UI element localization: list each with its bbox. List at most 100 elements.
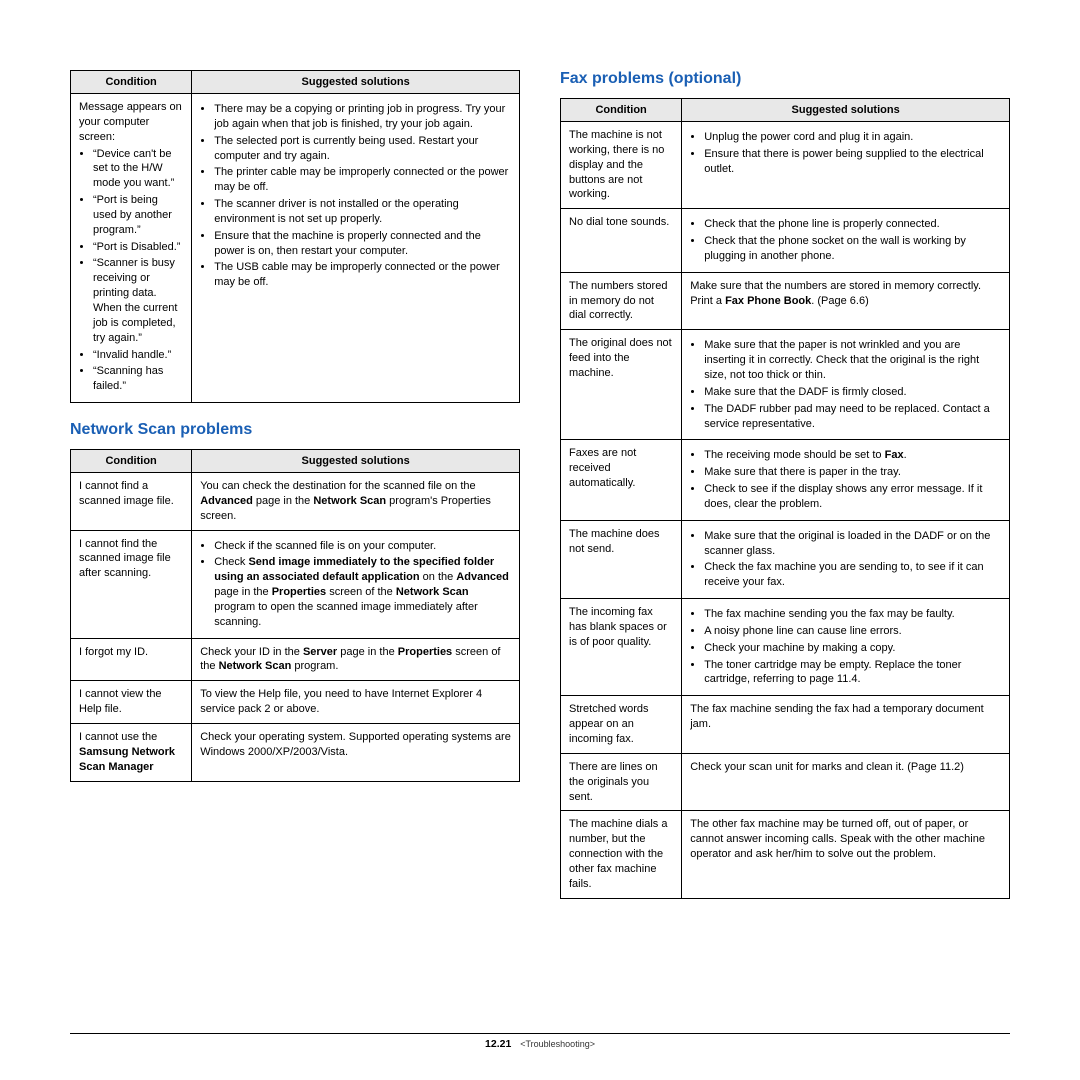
cond-bullets: “Device can't be set to the H/W mode you… xyxy=(79,147,183,395)
condition-cell: The machine dials a number, but the conn… xyxy=(561,811,682,898)
list-item: “Scanner is busy receiving or printing d… xyxy=(93,256,183,345)
col-header-solutions: Suggested solutions xyxy=(192,71,520,94)
fax-problems-table: Condition Suggested solutions The machin… xyxy=(560,98,1010,899)
solution-cell: Make sure that the original is loaded in… xyxy=(682,520,1010,598)
scan-messages-table: Condition Suggested solutions Message ap… xyxy=(70,70,520,403)
list-item: There may be a copying or printing job i… xyxy=(214,102,511,132)
list-item: Make sure that there is paper in the tra… xyxy=(704,465,1001,480)
condition-cell: I cannot use the Samsung Network Scan Ma… xyxy=(71,724,192,782)
condition-cell: I cannot find a scanned image file. xyxy=(71,473,192,531)
solution-cell: Check if the scanned file is on your com… xyxy=(192,530,520,638)
sol-bullets: Make sure that the original is loaded in… xyxy=(690,529,1001,590)
solution-cell: The fax machine sending the fax had a te… xyxy=(682,696,1010,754)
sol-bullets: Check that the phone line is properly co… xyxy=(690,217,1001,264)
list-item: The printer cable may be improperly conn… xyxy=(214,165,511,195)
col-header-condition: Condition xyxy=(561,99,682,122)
condition-cell: Stretched words appear on an incoming fa… xyxy=(561,696,682,754)
list-item: The USB cable may be improperly connecte… xyxy=(214,260,511,290)
list-item: The receiving mode should be set to Fax. xyxy=(704,448,1001,463)
solution-cell: Make sure that the paper is not wrinkled… xyxy=(682,330,1010,440)
list-item: The fax machine sending you the fax may … xyxy=(704,607,1001,622)
solution-cell: Check your operating system. Supported o… xyxy=(192,724,520,782)
solution-cell: Check that the phone line is properly co… xyxy=(682,209,1010,273)
fax-problems-heading: Fax problems (optional) xyxy=(560,70,1010,88)
sol-bullets: Make sure that the paper is not wrinkled… xyxy=(690,338,1001,431)
page-number: 12.21 xyxy=(485,1038,511,1050)
list-item: “Invalid handle.” xyxy=(93,348,183,363)
list-item: Make sure that the paper is not wrinkled… xyxy=(704,338,1001,383)
table-row: Faxes are not received automatically.The… xyxy=(561,440,1010,520)
solution-cell: The fax machine sending you the fax may … xyxy=(682,599,1010,696)
condition-cell: The incoming fax has blank spaces or is … xyxy=(561,599,682,696)
table-row: I forgot my ID.Check your ID in the Serv… xyxy=(71,638,520,681)
table-row: I cannot find the scanned image file aft… xyxy=(71,530,520,638)
table-row: I cannot find a scanned image file.You c… xyxy=(71,473,520,531)
list-item: Check to see if the display shows any er… xyxy=(704,482,1001,512)
table-row: No dial tone sounds. Check that the phone… xyxy=(561,209,1010,273)
page-footer: 12.21 <Troubleshooting> xyxy=(70,1033,1010,1050)
list-item: “Port is being used by another program.” xyxy=(93,193,183,238)
solution-cell: Make sure that the numbers are stored in… xyxy=(682,272,1010,330)
condition-cell: There are lines on the originals you sen… xyxy=(561,753,682,811)
condition-cell: I cannot view the Help file. xyxy=(71,681,192,724)
sol-bullets: Check if the scanned file is on your com… xyxy=(200,539,511,630)
condition-cell: The numbers stored in memory do not dial… xyxy=(561,272,682,330)
solution-cell: The receiving mode should be set to Fax.… xyxy=(682,440,1010,520)
table-row: The numbers stored in memory do not dial… xyxy=(561,272,1010,330)
table-row: The original does not feed into the mach… xyxy=(561,330,1010,440)
table-row: The machine dials a number, but the conn… xyxy=(561,811,1010,898)
list-item: Make sure that the original is loaded in… xyxy=(704,529,1001,559)
list-item: Make sure that the DADF is firmly closed… xyxy=(704,385,1001,400)
solution-cell: Check your ID in the Server page in the … xyxy=(192,638,520,681)
condition-cell: I forgot my ID. xyxy=(71,638,192,681)
content-columns: Condition Suggested solutions Message ap… xyxy=(70,70,1010,899)
sol-bullets: The receiving mode should be set to Fax.… xyxy=(690,448,1001,511)
list-item: The toner cartridge may be empty. Replac… xyxy=(704,658,1001,688)
list-item: “Device can't be set to the H/W mode you… xyxy=(93,147,183,192)
table-row: Stretched words appear on an incoming fa… xyxy=(561,696,1010,754)
list-item: The scanner driver is not installed or t… xyxy=(214,197,511,227)
table-row: There are lines on the originals you sen… xyxy=(561,753,1010,811)
condition-cell: The machine is not working, there is no … xyxy=(561,122,682,209)
left-column: Condition Suggested solutions Message ap… xyxy=(70,70,520,899)
solution-cell: You can check the destination for the sc… xyxy=(192,473,520,531)
table-row: I cannot view the Help file.To view the … xyxy=(71,681,520,724)
footer-label: <Troubleshooting> xyxy=(520,1039,595,1049)
list-item: Check Send image immediately to the spec… xyxy=(214,555,511,629)
network-scan-table: Condition Suggested solutions I cannot f… xyxy=(70,449,520,782)
list-item: Check the fax machine you are sending to… xyxy=(704,560,1001,590)
condition-cell: Faxes are not received automatically. xyxy=(561,440,682,520)
sol-bullets: The fax machine sending you the fax may … xyxy=(690,607,1001,687)
condition-cell: The original does not feed into the mach… xyxy=(561,330,682,440)
table-row: I cannot use the Samsung Network Scan Ma… xyxy=(71,724,520,782)
table-row: The incoming fax has blank spaces or is … xyxy=(561,599,1010,696)
condition-cell: I cannot find the scanned image file aft… xyxy=(71,530,192,638)
col-header-solutions: Suggested solutions xyxy=(682,99,1010,122)
sol-bullets: Unplug the power cord and plug it in aga… xyxy=(690,130,1001,177)
list-item: A noisy phone line can cause line errors… xyxy=(704,624,1001,639)
condition-cell: The machine does not send. xyxy=(561,520,682,598)
solution-cell: To view the Help file, you need to have … xyxy=(192,681,520,724)
list-item: Unplug the power cord and plug it in aga… xyxy=(704,130,1001,145)
table-row: Message appears on your computer screen:… xyxy=(71,94,520,403)
list-item: Check that the phone socket on the wall … xyxy=(704,234,1001,264)
right-column: Fax problems (optional) Condition Sugges… xyxy=(560,70,1010,899)
solution-cell: There may be a copying or printing job i… xyxy=(192,94,520,403)
list-item: Check if the scanned file is on your com… xyxy=(214,539,511,554)
col-header-condition: Condition xyxy=(71,71,192,94)
list-item: Ensure that the machine is properly conn… xyxy=(214,229,511,259)
network-scan-heading: Network Scan problems xyxy=(70,421,520,439)
list-item: Check that the phone line is properly co… xyxy=(704,217,1001,232)
solution-cell: The other fax machine may be turned off,… xyxy=(682,811,1010,898)
list-item: Ensure that there is power being supplie… xyxy=(704,147,1001,177)
list-item: “Scanning has failed.” xyxy=(93,364,183,394)
sol-bullets: There may be a copying or printing job i… xyxy=(200,102,511,290)
col-header-condition: Condition xyxy=(71,450,192,473)
list-item: The selected port is currently being use… xyxy=(214,134,511,164)
condition-cell: No dial tone sounds. xyxy=(561,209,682,273)
list-item: “Port is Disabled.” xyxy=(93,240,183,255)
solution-cell: Unplug the power cord and plug it in aga… xyxy=(682,122,1010,209)
table-row: The machine is not working, there is no … xyxy=(561,122,1010,209)
cond-intro: Message appears on your computer screen: xyxy=(79,100,183,145)
condition-cell: Message appears on your computer screen:… xyxy=(71,94,192,403)
